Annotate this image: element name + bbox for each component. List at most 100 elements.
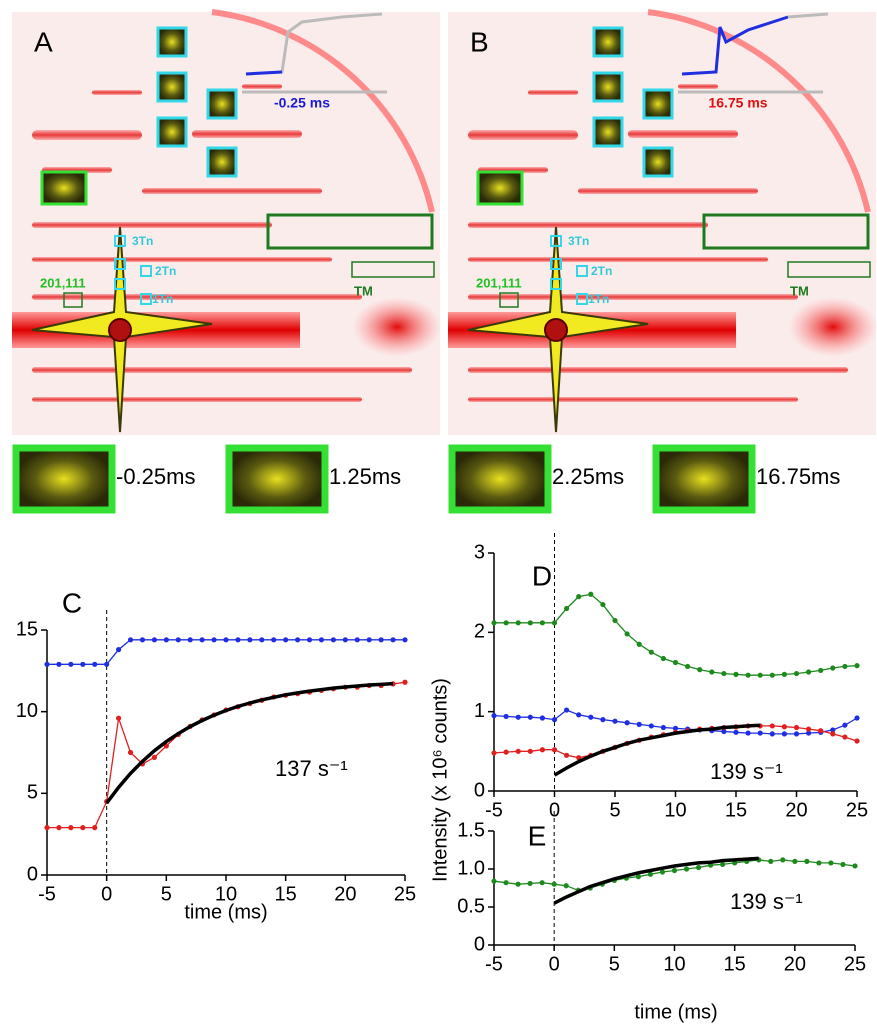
data-point bbox=[854, 738, 860, 744]
data-point bbox=[563, 883, 569, 889]
cyan-box bbox=[642, 146, 674, 178]
data-point bbox=[503, 713, 509, 720]
y-axis-label: Intensity (x 10⁶ counts) bbox=[429, 678, 451, 882]
data-point bbox=[769, 723, 775, 729]
data-point bbox=[491, 878, 497, 884]
cyan-marker bbox=[550, 235, 562, 247]
data-point bbox=[503, 880, 509, 886]
data-point bbox=[672, 725, 679, 731]
y-tick-label: 10 bbox=[16, 700, 38, 722]
x-tick-label: 0 bbox=[101, 883, 112, 905]
data-point bbox=[828, 860, 834, 866]
data-point bbox=[306, 637, 313, 643]
data-point bbox=[515, 620, 521, 626]
data-point bbox=[806, 730, 812, 736]
data-point bbox=[354, 637, 360, 643]
data-point bbox=[295, 637, 301, 643]
cyan-box bbox=[206, 146, 238, 178]
data-point bbox=[745, 672, 751, 678]
index-label: 201,111 bbox=[40, 275, 86, 290]
data-point bbox=[564, 605, 570, 612]
data-point bbox=[283, 637, 289, 643]
data-point bbox=[564, 707, 570, 713]
fit-curve bbox=[553, 723, 761, 777]
data-point bbox=[127, 637, 134, 643]
data-point bbox=[757, 672, 763, 678]
thumbnail-time: 2.25ms bbox=[552, 464, 624, 489]
data-point bbox=[624, 720, 630, 726]
data-point bbox=[588, 591, 594, 597]
data-point bbox=[612, 617, 618, 624]
data-point bbox=[659, 869, 666, 875]
data-point bbox=[840, 861, 846, 868]
data-point bbox=[551, 881, 557, 887]
panel-letter: D bbox=[532, 560, 552, 591]
data-point bbox=[842, 734, 848, 740]
data-point bbox=[247, 637, 253, 643]
data-point bbox=[830, 727, 836, 733]
data-point bbox=[672, 659, 679, 666]
y-tick-label: 1.0 bbox=[457, 857, 485, 879]
data-point bbox=[818, 667, 824, 674]
data-point bbox=[515, 748, 521, 754]
region-label: TM bbox=[790, 283, 809, 298]
data-point bbox=[551, 717, 558, 723]
data-point bbox=[211, 637, 217, 643]
y-tick-label: 1 bbox=[474, 700, 485, 722]
data-point bbox=[491, 750, 497, 756]
data-point bbox=[721, 670, 727, 677]
layer-line bbox=[678, 84, 718, 89]
thumbnail bbox=[225, 444, 329, 514]
meridian-glow bbox=[788, 297, 877, 357]
layer-line bbox=[468, 257, 768, 262]
data-point bbox=[842, 663, 848, 670]
x-tick-label: 25 bbox=[846, 799, 868, 821]
thumbnail bbox=[652, 444, 756, 514]
x-tick-label: 20 bbox=[334, 883, 356, 905]
data-point bbox=[804, 858, 810, 865]
data-point bbox=[780, 857, 786, 863]
cyan-box bbox=[206, 88, 238, 120]
data-point bbox=[56, 825, 62, 831]
data-point bbox=[402, 679, 408, 685]
data-point bbox=[806, 669, 812, 675]
data-point bbox=[600, 601, 606, 608]
mini-trace bbox=[787, 12, 829, 19]
y-tick-label: 2 bbox=[474, 621, 485, 643]
series-line bbox=[47, 639, 405, 665]
data-point bbox=[660, 724, 667, 731]
data-point bbox=[515, 881, 521, 887]
data-point bbox=[564, 752, 570, 758]
fit-curve bbox=[105, 681, 394, 805]
data-point bbox=[695, 864, 702, 871]
data-point bbox=[318, 637, 325, 643]
x-tick-label: 5 bbox=[609, 953, 620, 975]
data-point bbox=[235, 637, 241, 643]
data-point bbox=[830, 665, 836, 671]
data-point bbox=[852, 863, 858, 869]
data-point bbox=[636, 641, 642, 647]
cyan-marker bbox=[114, 258, 126, 270]
green-outline bbox=[787, 261, 871, 278]
y-tick-label: 5 bbox=[27, 782, 38, 804]
data-point bbox=[127, 749, 134, 756]
data-point bbox=[199, 637, 205, 643]
layer-line bbox=[468, 397, 798, 402]
cyan-marker bbox=[550, 258, 562, 270]
beam-stop bbox=[544, 318, 568, 342]
layer-line bbox=[578, 188, 758, 194]
data-point bbox=[781, 731, 788, 737]
reflection-label: 3Tn bbox=[568, 234, 589, 248]
data-point bbox=[733, 729, 739, 735]
cyan-box bbox=[156, 71, 188, 103]
y-tick-label: 1.5 bbox=[457, 819, 485, 841]
data-point bbox=[806, 726, 812, 732]
data-point bbox=[515, 714, 521, 720]
data-point bbox=[612, 718, 618, 724]
data-point bbox=[44, 661, 50, 667]
x-tick-label: 25 bbox=[844, 953, 866, 975]
data-point bbox=[792, 858, 798, 865]
layer-line bbox=[142, 188, 322, 194]
x-tick-label: -5 bbox=[38, 883, 56, 905]
data-point bbox=[163, 637, 169, 643]
